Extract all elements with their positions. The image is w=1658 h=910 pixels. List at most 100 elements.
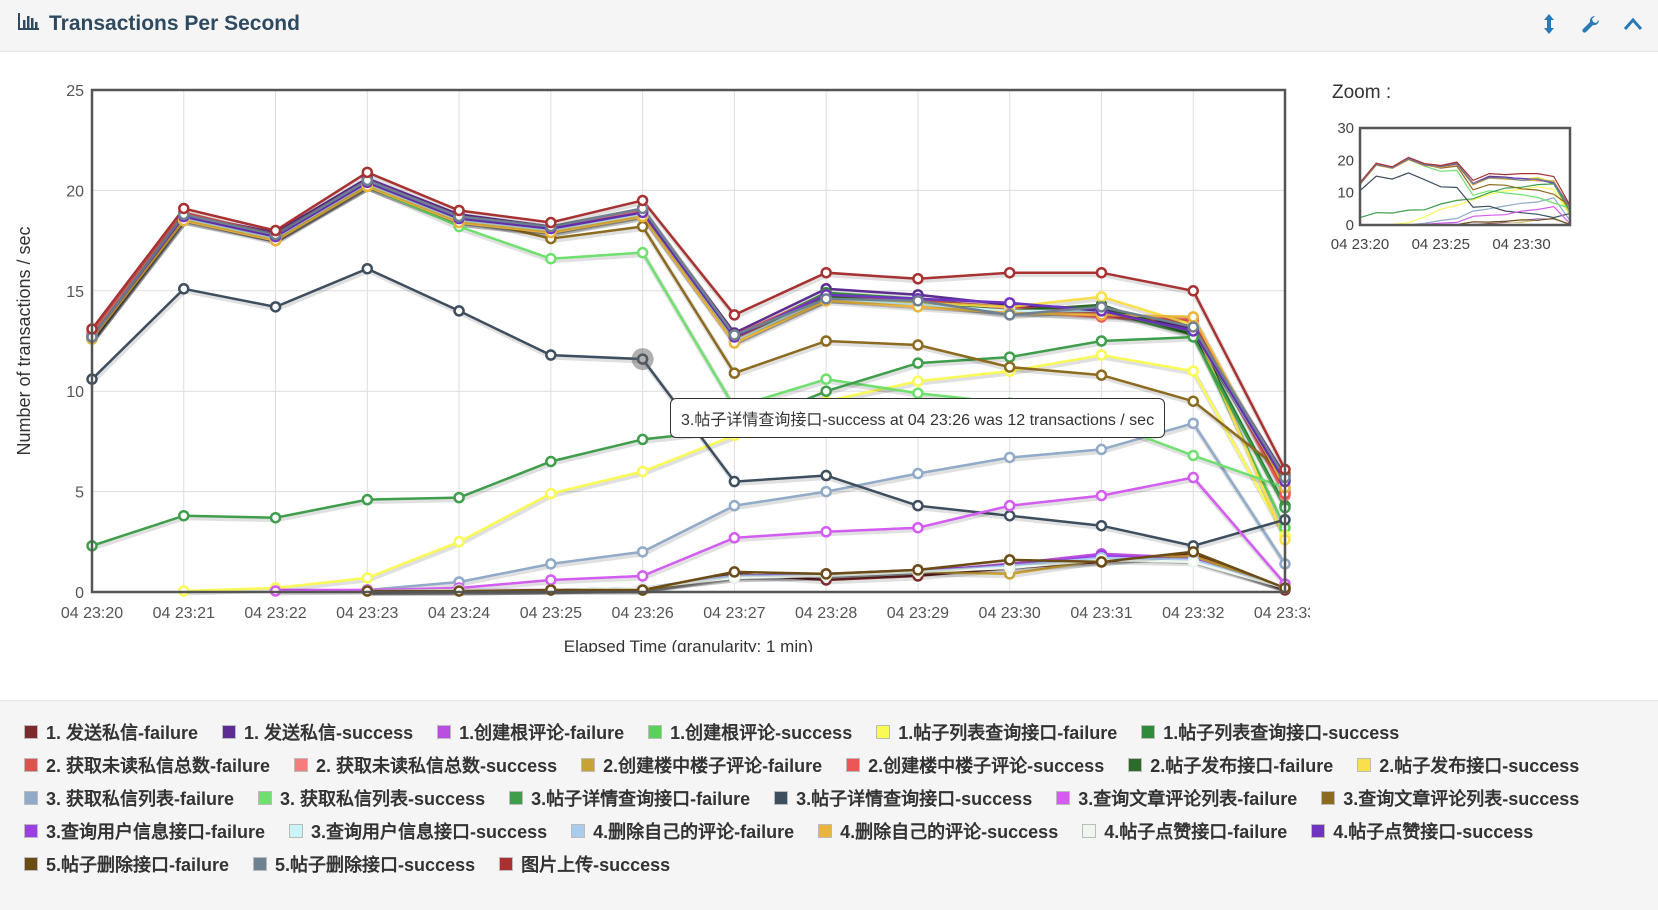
data-point[interactable]	[361, 572, 374, 584]
data-point[interactable]	[1095, 369, 1108, 381]
data-point[interactable]	[1003, 351, 1016, 363]
data-point[interactable]	[545, 349, 557, 361]
data-point[interactable]	[1187, 365, 1199, 377]
data-point[interactable]	[728, 566, 741, 578]
data-point[interactable]	[1187, 321, 1199, 333]
data-point[interactable]	[636, 465, 649, 478]
data-point[interactable]	[820, 526, 832, 538]
legend-item[interactable]: 4.帖子点赞接口-success	[1311, 818, 1533, 844]
data-point[interactable]	[912, 357, 924, 369]
legend-item[interactable]: 2.创建楼中楼子评论-failure	[581, 752, 822, 778]
data-point[interactable]	[453, 204, 465, 217]
data-point[interactable]	[361, 493, 374, 506]
data-point[interactable]	[1095, 301, 1108, 313]
data-point[interactable]	[1003, 554, 1016, 566]
legend-item[interactable]: 5.帖子删除接口-success	[253, 851, 475, 877]
data-point[interactable]	[1187, 556, 1199, 568]
data-point[interactable]	[820, 485, 832, 498]
data-point[interactable]	[636, 246, 649, 259]
data-point[interactable]	[728, 532, 741, 544]
data-point[interactable]	[269, 301, 282, 313]
legend-item[interactable]: 2.帖子发布接口-success	[1357, 752, 1579, 778]
legend-item[interactable]: 5.帖子删除接口-failure	[24, 851, 229, 877]
legend-item[interactable]: 2.帖子发布接口-failure	[1128, 752, 1333, 778]
data-point[interactable]	[912, 564, 924, 576]
data-point[interactable]	[820, 568, 832, 580]
data-point[interactable]	[728, 329, 741, 341]
data-point[interactable]	[1187, 546, 1199, 558]
series-line[interactable]	[91, 179, 1287, 493]
data-point[interactable]	[636, 546, 649, 558]
data-point[interactable]	[820, 266, 832, 279]
data-point[interactable]	[728, 367, 741, 379]
data-point[interactable]	[453, 305, 465, 317]
data-point[interactable]	[178, 283, 190, 295]
chevron-up-icon[interactable]	[1622, 12, 1644, 36]
data-point[interactable]	[1095, 443, 1108, 456]
data-point[interactable]	[1187, 417, 1199, 430]
data-point[interactable]	[1187, 471, 1199, 484]
data-point[interactable]	[912, 339, 924, 351]
data-point[interactable]	[912, 387, 924, 399]
legend-item[interactable]: 1. 发送私信-failure	[24, 719, 198, 745]
wrench-icon[interactable]	[1580, 12, 1602, 36]
legend-item[interactable]: 4.删除自己的评论-success	[818, 818, 1058, 844]
data-point[interactable]	[1095, 556, 1108, 568]
data-point[interactable]	[912, 499, 924, 512]
data-point[interactable]	[178, 509, 190, 522]
series-line[interactable]	[90, 179, 1287, 479]
data-point[interactable]	[453, 491, 465, 504]
data-point[interactable]	[269, 511, 282, 524]
data-point[interactable]	[1095, 349, 1108, 361]
data-point[interactable]	[545, 574, 557, 586]
data-point[interactable]	[1095, 291, 1108, 303]
data-point[interactable]	[1003, 309, 1016, 321]
series-line[interactable]	[275, 476, 1286, 593]
data-point[interactable]	[545, 252, 557, 265]
legend-item[interactable]: 2. 获取未读私信总数-failure	[24, 752, 270, 778]
data-point[interactable]	[545, 487, 557, 500]
data-point[interactable]	[545, 216, 557, 229]
data-point[interactable]	[636, 194, 649, 207]
data-point[interactable]	[453, 536, 465, 548]
data-point[interactable]	[545, 455, 557, 468]
legend-item[interactable]: 1.帖子列表查询接口-failure	[876, 719, 1117, 745]
data-point[interactable]	[636, 220, 649, 233]
legend-item[interactable]: 1.创建根评论-success	[648, 719, 852, 745]
series-line[interactable]	[91, 181, 1287, 483]
legend-item[interactable]: 2. 获取未读私信总数-success	[294, 752, 557, 778]
legend-item[interactable]: 3.查询用户信息接口-failure	[24, 818, 265, 844]
data-point[interactable]	[912, 375, 924, 387]
legend-item[interactable]: 3.查询文章评论列表-failure	[1056, 785, 1297, 811]
data-point[interactable]	[912, 273, 924, 285]
data-point[interactable]	[1095, 266, 1108, 279]
data-point[interactable]	[361, 166, 374, 179]
legend-item[interactable]: 3.查询用户信息接口-success	[289, 818, 547, 844]
legend-item[interactable]: 3.查询文章评论列表-success	[1321, 785, 1579, 811]
data-point[interactable]	[1095, 519, 1108, 532]
data-point[interactable]	[820, 335, 832, 347]
legend-item[interactable]: 3.帖子详情查询接口-success	[774, 785, 1032, 811]
legend-item[interactable]: 4.帖子点赞接口-failure	[1082, 818, 1287, 844]
data-point[interactable]	[1187, 449, 1199, 462]
legend-item[interactable]: 1.帖子列表查询接口-success	[1141, 719, 1399, 745]
data-point[interactable]	[820, 293, 832, 305]
data-point[interactable]	[728, 499, 741, 512]
data-point[interactable]	[1095, 335, 1108, 347]
legend-item[interactable]: 3. 获取私信列表-success	[258, 785, 485, 811]
data-point[interactable]	[361, 262, 374, 275]
data-point[interactable]	[1003, 499, 1016, 512]
resize-vertical-icon[interactable]	[1538, 12, 1560, 36]
data-point[interactable]	[912, 467, 924, 480]
data-point[interactable]	[912, 521, 924, 534]
legend-item[interactable]: 图片上传-success	[499, 851, 670, 877]
data-point[interactable]	[1003, 361, 1016, 373]
data-point[interactable]	[636, 570, 649, 582]
data-point[interactable]	[1095, 489, 1108, 502]
data-point[interactable]	[1003, 266, 1016, 279]
data-point[interactable]	[728, 475, 741, 488]
data-point[interactable]	[728, 309, 741, 321]
data-point[interactable]	[1187, 285, 1199, 297]
data-point[interactable]	[1187, 395, 1199, 407]
